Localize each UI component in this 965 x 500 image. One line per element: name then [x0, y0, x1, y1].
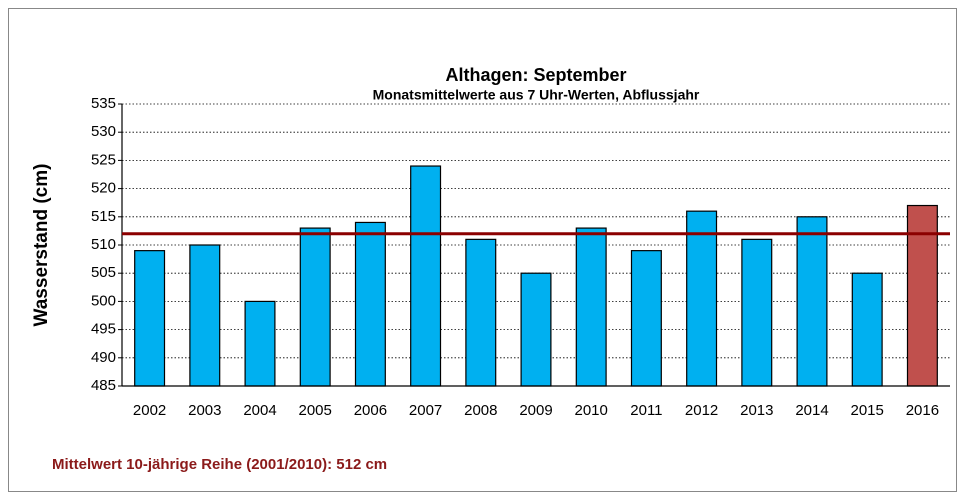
x-tick-label: 2002 — [133, 402, 166, 419]
bar — [134, 250, 166, 387]
x-tick-label: 2010 — [575, 402, 608, 419]
x-tick-label: 2007 — [409, 402, 442, 419]
y-tick-label: 535 — [91, 95, 116, 112]
y-tick-label: 510 — [91, 236, 116, 253]
x-tick-label: 2003 — [188, 402, 221, 419]
bar — [796, 216, 828, 387]
x-tick-label: 2016 — [906, 402, 939, 419]
bar — [575, 227, 607, 387]
bar — [465, 238, 497, 387]
x-tick-label: 2011 — [630, 402, 662, 419]
y-tick-label: 495 — [91, 321, 116, 338]
x-tick-label: 2009 — [519, 402, 552, 419]
y-tick-label: 505 — [91, 264, 116, 281]
bar — [244, 300, 276, 387]
bar — [520, 272, 552, 387]
bar — [299, 227, 331, 387]
y-tick-label: 520 — [91, 180, 116, 197]
y-axis-label: Wasserstand (cm) — [31, 164, 52, 327]
y-tick-label: 490 — [91, 349, 116, 366]
y-tick-label: 515 — [91, 208, 116, 225]
bar — [410, 165, 442, 387]
x-tick-label: 2004 — [243, 402, 276, 419]
x-tick-label: 2006 — [354, 402, 387, 419]
bar — [686, 210, 718, 387]
x-tick-label: 2005 — [299, 402, 332, 419]
y-tick-label: 500 — [91, 292, 116, 309]
x-tick-label: 2013 — [740, 402, 773, 419]
bar — [741, 238, 773, 387]
bar — [189, 244, 221, 387]
x-tick-label: 2012 — [685, 402, 718, 419]
bar — [630, 250, 662, 387]
y-tick-label: 525 — [91, 151, 116, 168]
bar — [851, 272, 883, 387]
bar — [354, 221, 386, 387]
y-tick-label: 530 — [91, 123, 116, 140]
chart-title: Althagen: September — [445, 65, 626, 85]
x-tick-label: 2014 — [795, 402, 828, 419]
chart-subtitle: Monatsmittelwerte aus 7 Uhr-Werten, Abfl… — [373, 87, 700, 103]
x-tick-label: 2015 — [851, 402, 884, 419]
note: Mittelwert 10-jährige Reihe (2001/2010):… — [52, 456, 387, 473]
x-tick-label: 2008 — [464, 402, 497, 419]
y-tick-label: 485 — [91, 377, 116, 394]
